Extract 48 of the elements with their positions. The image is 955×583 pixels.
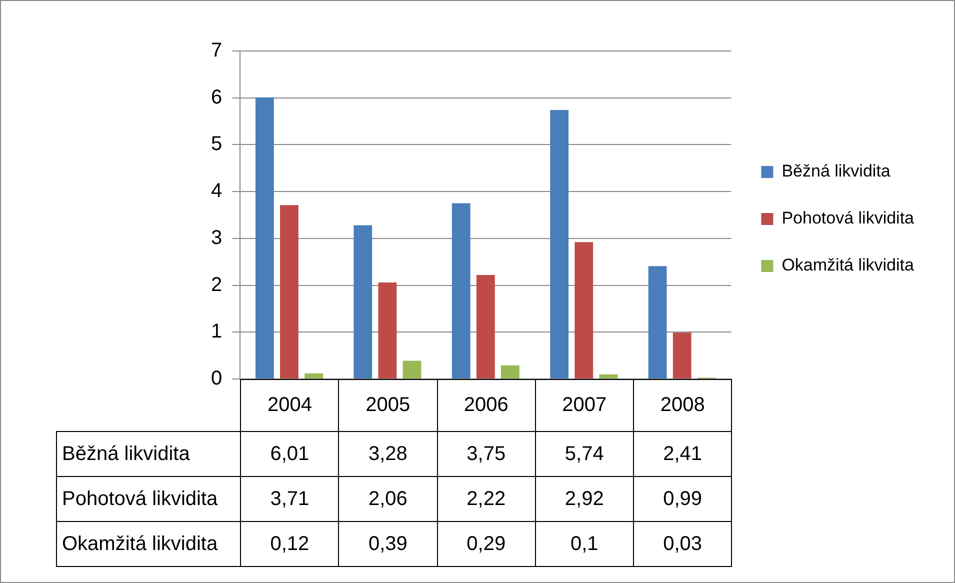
bar (648, 266, 667, 378)
y-tick-label: 5 (211, 133, 222, 156)
x-tick-label: 2008 (660, 394, 705, 417)
x-tick-label: 2007 (562, 394, 607, 417)
data-label: 2,06 (368, 488, 408, 510)
data-label: 3,28 (368, 442, 408, 466)
legend-label: Okamžitá likvidita (782, 256, 915, 275)
bar (501, 365, 520, 378)
text: Běžná likvidita (62, 442, 190, 464)
data-label: 0,1 (570, 532, 598, 556)
bar (672, 332, 692, 378)
legend-label: Běžná likvidita (782, 162, 891, 181)
y-tick-label: 7 (211, 40, 222, 62)
data-label: 3,71 (270, 488, 310, 510)
x-tick-label: 2006 (464, 394, 508, 417)
bar (304, 373, 323, 378)
data-label: 3,75 (466, 442, 506, 466)
bar (550, 110, 569, 378)
text: Okamžitá likvidita (62, 532, 218, 554)
data-label: 0,03 (663, 532, 702, 556)
y-tick-label: 4 (211, 180, 222, 202)
data-label: 6,01 (270, 442, 310, 466)
y-tick-label: 1 (211, 320, 222, 343)
x-tick-label: 2005 (366, 394, 410, 417)
text: Pohotová likvidita (62, 488, 218, 510)
bar (255, 97, 274, 378)
y-tick-label: 6 (211, 86, 222, 108)
y-tick-label: 2 (211, 274, 222, 296)
y-tick-label: 3 (211, 226, 222, 249)
data-label: 0,12 (270, 532, 310, 556)
bar (574, 242, 594, 378)
bar (452, 203, 470, 378)
legend-label: Pohotová likvidita (782, 208, 915, 228)
data-label: 2,41 (663, 442, 702, 466)
bar (280, 205, 298, 378)
bar (354, 225, 372, 378)
data-label: 0,39 (368, 532, 408, 556)
data-label: 0,29 (466, 532, 506, 556)
data-label: 2,22 (466, 488, 506, 510)
x-tick-label: 2004 (267, 394, 312, 417)
bar (402, 360, 422, 378)
bar (378, 282, 397, 378)
data-label: 2,92 (564, 488, 604, 510)
bar (476, 274, 495, 378)
data-label: 0,99 (663, 488, 702, 510)
data-label: 5,74 (564, 442, 604, 466)
bar (599, 374, 618, 378)
y-tick-label: 0 (211, 368, 222, 390)
